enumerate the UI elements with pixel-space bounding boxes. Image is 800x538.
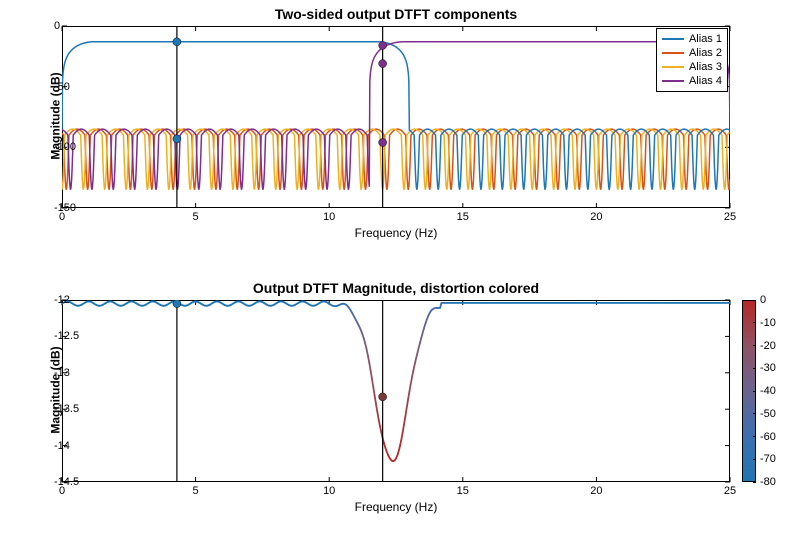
colorbar-tick [753,345,756,346]
panel2-plot [62,300,730,482]
colorbar-tick [753,368,756,369]
legend-label: Alias 3 [689,60,722,74]
colorbar-tick [753,391,756,392]
colorbar-tick [753,413,756,414]
legend-label: Alias 2 [689,46,722,60]
panel1-title: Two-sided output DTFT components [62,6,730,22]
legend-swatch [662,66,684,68]
colorbar-tick [753,482,756,483]
legend-label: Alias 1 [689,32,722,46]
legend-row: Alias 1 [662,32,722,46]
legend-label: Alias 4 [689,74,722,88]
legend-swatch [662,38,684,40]
panel1-plot [62,26,730,208]
panel2-title: Output DTFT Magnitude, distortion colore… [62,280,730,296]
colorbar-tick [753,300,756,301]
legend-row: Alias 4 [662,74,722,88]
panel2-ylabel: Magnitude (dB) [49,346,63,433]
figure: Two-sided output DTFT components Magnitu… [0,0,800,538]
legend-swatch [662,80,684,82]
panel1-legend: Alias 1Alias 2Alias 3Alias 4 [656,28,728,92]
legend-row: Alias 3 [662,60,722,74]
colorbar-tick [753,322,756,323]
colorbar-tick [753,436,756,437]
legend-row: Alias 2 [662,46,722,60]
panel2-xlabel: Frequency (Hz) [62,500,730,514]
panel1-xlabel: Frequency (Hz) [62,226,730,240]
legend-swatch [662,52,684,54]
colorbar-tick [753,459,756,460]
